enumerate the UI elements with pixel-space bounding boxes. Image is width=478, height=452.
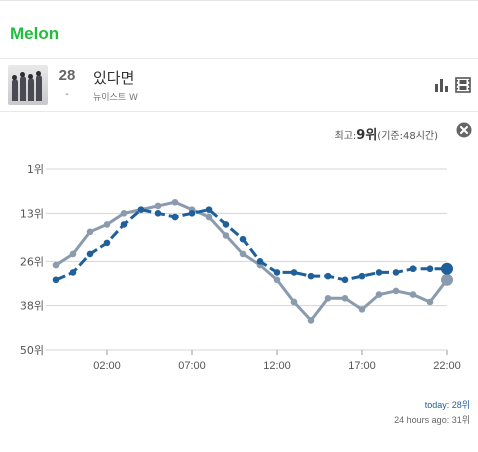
data-point — [137, 206, 145, 213]
data-point — [290, 298, 298, 306]
album-art-figure — [36, 75, 42, 101]
song-row[interactable]: 28 - 있다면 뉴이스트 W — [0, 58, 478, 112]
data-point — [409, 291, 417, 298]
data-point — [256, 258, 264, 265]
data-point — [52, 276, 60, 284]
today-rank-text: today: 28위 — [424, 400, 470, 410]
x-tick-label: 12:00 — [263, 360, 291, 372]
data-point — [375, 269, 383, 276]
data-point — [69, 269, 77, 276]
album-art-figure — [28, 78, 34, 101]
data-point — [290, 269, 298, 276]
data-point — [239, 250, 247, 258]
x-tick-label: 22:00 — [433, 360, 461, 372]
rank-chart: 1위 13위 26위 38위 50위 02:00 07:00 12:00 17:00 22:00 — [20, 163, 461, 372]
data-point — [103, 239, 111, 247]
album-art[interactable] — [8, 65, 48, 105]
y-tick-label: 50위 — [20, 344, 44, 357]
film-icon[interactable] — [455, 77, 471, 93]
y-tick-label: 38위 — [20, 300, 44, 313]
previous-rank-text: 24 hours ago: 31위 — [394, 415, 470, 425]
data-point — [222, 221, 230, 228]
data-point — [154, 210, 162, 217]
x-tick-label: 02:00 — [93, 360, 121, 372]
data-point — [358, 306, 366, 313]
data-point — [307, 317, 315, 324]
close-circle-icon[interactable] — [456, 122, 472, 138]
data-point — [273, 276, 281, 284]
data-point — [188, 210, 196, 217]
rank-change: - — [65, 89, 69, 100]
peak-rank: 최고:9위(기준:48시간) — [335, 124, 439, 143]
y-tick-label: 26위 — [20, 255, 44, 268]
data-point — [341, 294, 349, 302]
peak-note: (기준:48시간) — [377, 131, 438, 142]
data-point — [120, 221, 128, 228]
x-tick-label: 07:00 — [178, 360, 206, 372]
data-point — [171, 213, 179, 221]
data-point — [358, 272, 366, 280]
data-point — [441, 262, 453, 275]
data-point — [409, 265, 417, 273]
album-art-figure — [28, 74, 33, 79]
data-point — [171, 198, 179, 206]
data-point — [392, 287, 400, 295]
album-art-figure — [36, 71, 41, 76]
bar-chart-icon[interactable] — [434, 77, 450, 93]
peak-label: 최고: — [334, 131, 357, 142]
album-art-figure — [20, 76, 26, 101]
data-point — [324, 294, 332, 302]
album-art-figure — [12, 79, 18, 101]
data-point — [154, 202, 162, 210]
data-point — [205, 206, 213, 213]
data-point — [86, 228, 94, 236]
song-artist[interactable]: 뉴이스트 W — [93, 93, 138, 103]
data-point — [120, 210, 128, 217]
data-point — [86, 250, 94, 258]
data-point — [426, 298, 434, 306]
data-point — [307, 272, 315, 280]
data-point — [273, 269, 281, 276]
data-point — [426, 265, 434, 273]
brand-name: Melon — [10, 24, 60, 43]
peak-value: 9위 — [356, 128, 378, 143]
data-point — [324, 272, 332, 280]
data-point — [341, 276, 349, 284]
data-point — [69, 250, 77, 258]
data-point — [103, 221, 111, 228]
data-point — [205, 213, 213, 221]
song-title[interactable]: 있다면 — [93, 69, 135, 87]
data-point — [392, 269, 400, 276]
data-point — [239, 235, 247, 243]
current-rank: 28 — [58, 67, 76, 84]
y-tick-label: 13위 — [20, 207, 44, 220]
y-tick-label: 1위 — [27, 163, 44, 176]
data-point — [375, 291, 383, 298]
data-point — [52, 261, 60, 269]
album-art-figure — [20, 72, 25, 77]
data-point — [441, 273, 453, 286]
top-divider — [0, 0, 478, 1]
x-tick-label: 17:00 — [348, 360, 376, 372]
album-art-figure — [12, 75, 17, 80]
data-point — [222, 232, 230, 239]
